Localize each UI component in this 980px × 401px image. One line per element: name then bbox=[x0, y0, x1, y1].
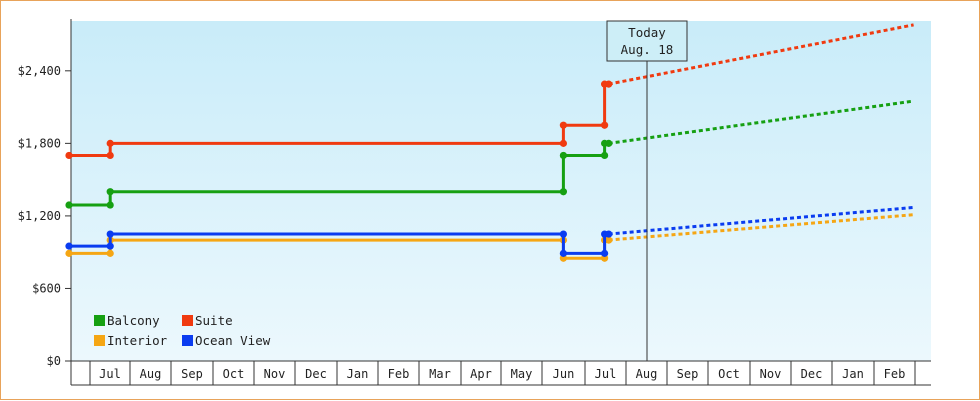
legend-label: Ocean View bbox=[195, 333, 271, 348]
data-point bbox=[65, 151, 73, 160]
series-forecast-ocean-view bbox=[608, 205, 914, 236]
today-box bbox=[606, 20, 688, 62]
month-label: Feb bbox=[884, 367, 906, 381]
month-label: Jan bbox=[842, 367, 864, 381]
series-forecast-suite bbox=[608, 23, 914, 86]
data-point bbox=[605, 139, 613, 147]
data-point bbox=[65, 242, 73, 250]
data-point bbox=[106, 242, 114, 250]
legend-swatch bbox=[182, 315, 193, 326]
today-date-label: Aug. 18 bbox=[621, 42, 674, 57]
data-point bbox=[106, 230, 114, 238]
month-label: Jul bbox=[595, 367, 617, 381]
legend-label: Interior bbox=[107, 333, 168, 348]
month-label: Aug bbox=[636, 367, 658, 381]
series-forecast-balcony bbox=[608, 99, 914, 145]
data-point bbox=[559, 230, 568, 238]
y-tick-label: $1,200 bbox=[18, 209, 61, 223]
legend-label: Suite bbox=[195, 313, 233, 328]
data-point bbox=[106, 201, 114, 209]
data-point bbox=[559, 249, 568, 257]
month-label: Dec bbox=[305, 367, 327, 381]
legend-swatch bbox=[94, 315, 105, 326]
data-point bbox=[559, 151, 568, 160]
month-label: Nov bbox=[760, 367, 782, 381]
month-label: Jul bbox=[99, 367, 121, 381]
y-tick-label: $1,800 bbox=[18, 136, 61, 150]
month-label: Dec bbox=[801, 367, 823, 381]
month-label: Sep bbox=[181, 367, 203, 381]
y-tick-label: $2,400 bbox=[18, 64, 61, 78]
month-label: Mar bbox=[429, 367, 451, 381]
legend-swatch bbox=[182, 335, 193, 346]
data-point bbox=[106, 249, 114, 257]
data-point bbox=[605, 230, 613, 238]
month-label: Jun bbox=[553, 367, 575, 381]
data-point bbox=[106, 139, 114, 147]
month-label: May bbox=[511, 367, 533, 381]
data-point bbox=[65, 201, 73, 209]
legend-swatch bbox=[94, 335, 105, 346]
month-label: Oct bbox=[718, 367, 740, 381]
data-point bbox=[559, 121, 568, 129]
month-label: Jan bbox=[347, 367, 369, 381]
y-tick-label: $600 bbox=[32, 281, 61, 295]
today-label: Today bbox=[628, 25, 666, 40]
month-label: Sep bbox=[677, 367, 699, 381]
legend-label: Balcony bbox=[107, 313, 160, 328]
data-point bbox=[601, 151, 609, 160]
data-point bbox=[106, 188, 114, 196]
month-label: Feb bbox=[388, 367, 410, 381]
data-point bbox=[559, 139, 568, 147]
data-point bbox=[601, 121, 609, 129]
data-point bbox=[601, 249, 609, 257]
data-point bbox=[65, 249, 73, 257]
month-label: Oct bbox=[223, 367, 245, 381]
month-label: Aug bbox=[140, 367, 162, 381]
data-point bbox=[559, 188, 568, 196]
month-label: Nov bbox=[264, 367, 286, 381]
month-label: Apr bbox=[470, 367, 492, 381]
data-point bbox=[605, 236, 613, 244]
series-forecast-interior bbox=[608, 213, 914, 242]
y-tick-label: $0 bbox=[47, 354, 61, 368]
data-point bbox=[605, 80, 613, 88]
data-point bbox=[106, 151, 114, 160]
